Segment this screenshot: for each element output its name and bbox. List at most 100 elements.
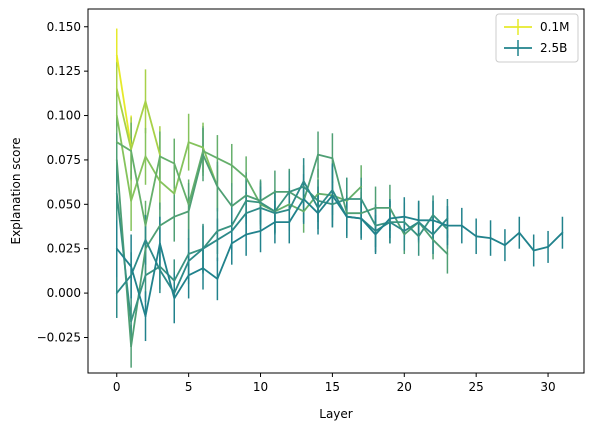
data-point (274, 210, 276, 213)
data-point (115, 192, 118, 195)
data-point (159, 180, 161, 183)
data-point (115, 292, 118, 294)
data-point (374, 230, 377, 232)
series-line-7 (116, 194, 564, 318)
data-point (173, 215, 176, 218)
data-point (389, 217, 391, 220)
data-point (173, 162, 176, 165)
data-point (504, 244, 506, 247)
legend-label: 2.5B (540, 41, 567, 55)
data-point (360, 198, 363, 200)
data-point (475, 235, 478, 238)
data-point (245, 212, 248, 215)
x-tick-label: 0 (113, 380, 121, 394)
x-tick-label: 25 (469, 380, 484, 394)
data-point (360, 217, 363, 220)
data-point (389, 221, 391, 224)
data-point (274, 221, 276, 224)
data-point (159, 224, 161, 227)
data-point (432, 214, 434, 216)
data-point (259, 207, 262, 209)
data-point (460, 224, 463, 227)
data-point (331, 194, 334, 197)
data-point (374, 233, 377, 236)
series-line-0 (115, 55, 132, 148)
data-point (130, 199, 133, 202)
series-line-3 (116, 141, 362, 227)
data-point (202, 267, 204, 270)
data-point (144, 100, 147, 103)
data-point (345, 212, 348, 215)
data-point (159, 242, 161, 245)
data-point (317, 199, 319, 202)
data-point (288, 191, 291, 193)
data-point (159, 155, 161, 158)
data-point (446, 228, 449, 231)
data-point (187, 274, 190, 277)
data-point (144, 247, 147, 250)
data-point (259, 199, 262, 202)
data-point (288, 203, 291, 206)
data-point (345, 198, 348, 200)
series-line-2 (115, 115, 219, 202)
data-point (115, 114, 118, 117)
data-point (274, 191, 276, 193)
data-point (345, 215, 348, 218)
data-point (403, 233, 406, 236)
data-point (345, 199, 348, 202)
series-line-5 (115, 185, 449, 323)
data-point (489, 237, 492, 240)
data-point (173, 192, 176, 195)
data-point (187, 210, 190, 213)
data-point (259, 230, 262, 232)
data-point (259, 203, 262, 206)
data-point (302, 180, 305, 183)
data-point (187, 203, 190, 206)
data-point (216, 185, 219, 188)
series-lines (115, 54, 564, 348)
data-point (331, 157, 334, 160)
data-point (216, 278, 219, 280)
x-axis-label: Layer (319, 407, 353, 421)
data-point (417, 235, 420, 238)
data-point (317, 192, 319, 195)
y-tick-label: 0.050 (47, 197, 81, 211)
x-tick-label: 15 (325, 380, 340, 394)
data-point (446, 253, 449, 255)
y-tick-label: 0.025 (47, 242, 81, 256)
legend: 0.1M 2.5B (495, 13, 579, 63)
data-point (547, 246, 549, 248)
data-point (532, 249, 535, 252)
data-point (202, 150, 204, 152)
data-point (288, 208, 291, 211)
data-point (274, 212, 276, 215)
data-point (115, 159, 118, 161)
data-point (360, 185, 363, 188)
x-tick-label: 20 (397, 380, 412, 394)
data-point (245, 199, 248, 202)
data-point (302, 185, 305, 188)
data-point (446, 224, 449, 227)
y-tick-label: 0.000 (47, 286, 81, 300)
data-point (417, 221, 420, 224)
x-tick-label: 10 (253, 380, 268, 394)
data-point (259, 201, 262, 204)
x-axis-ticks: 0 5 10 15 20 25 30 (113, 373, 556, 394)
data-point (403, 230, 406, 232)
data-point (159, 265, 161, 268)
plot-frame (87, 8, 585, 374)
data-point (288, 221, 291, 224)
data-point (173, 297, 176, 300)
data-point (130, 320, 133, 323)
data-point (432, 238, 434, 241)
data-point (144, 274, 147, 277)
data-point (403, 221, 406, 224)
data-point (245, 194, 248, 197)
data-point (144, 238, 147, 241)
series-line-1 (115, 88, 161, 155)
data-point (202, 247, 204, 250)
data-point (374, 224, 377, 227)
y-tick-label: 0.075 (47, 153, 81, 167)
